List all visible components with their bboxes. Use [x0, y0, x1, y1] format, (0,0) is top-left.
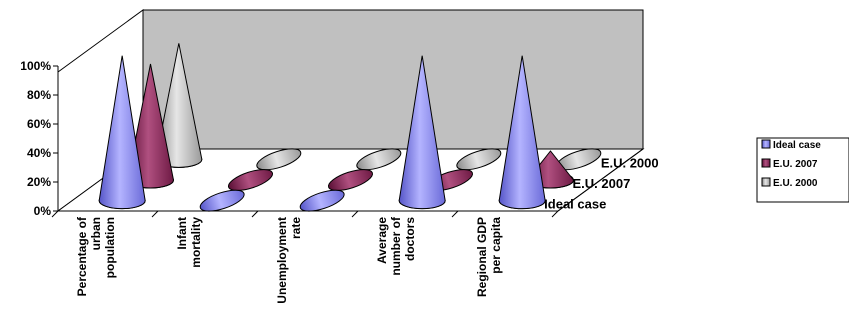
- y-tick-label: 80%: [27, 88, 51, 102]
- cone-ideal-case: [398, 55, 446, 210]
- x-category-label: Infantmortality: [175, 217, 203, 268]
- y-tick-label: 40%: [27, 146, 51, 160]
- depth-tick-label: E.U. 2007: [572, 176, 630, 191]
- x-axis-labels: Percentage ofurbanpopulation Infantmortal…: [51, 210, 559, 304]
- depth-tick-mark: [620, 158, 630, 166]
- legend-swatch: [761, 158, 771, 168]
- cone-body: [498, 55, 546, 210]
- depth-axis: Ideal case E.U. 2007 E.U. 2000: [544, 148, 659, 212]
- legend-swatch: [761, 139, 771, 149]
- legend-label: E.U. 2007: [773, 159, 818, 170]
- cone-ideal-case: [498, 55, 546, 210]
- cone-ideal-case: [98, 55, 146, 210]
- cone-body: [398, 55, 446, 210]
- x-tick-mark: [551, 210, 559, 218]
- back-wall: [142, 9, 644, 150]
- x-category-label: Unemploymentrate: [275, 217, 303, 304]
- legend-label: E.U. 2000: [773, 178, 818, 189]
- legend: Ideal case E.U. 2007 E.U. 2000: [756, 137, 849, 203]
- legend-box: [756, 137, 849, 203]
- depth-tick-label: Ideal case: [544, 197, 606, 212]
- x-tick-mark: [51, 210, 59, 218]
- y-tick-label: 20%: [27, 175, 51, 189]
- cone-ideal-case: [299, 189, 345, 212]
- legend-label: Ideal case: [773, 140, 821, 151]
- cone-body: [98, 55, 146, 210]
- x-category-label: Percentage ofurbanpopulation: [75, 216, 117, 296]
- y-tick-label: 100%: [20, 59, 51, 73]
- cone-ideal-case: [199, 189, 245, 212]
- cone-marks: [98, 43, 602, 212]
- x-tick-mark: [351, 210, 359, 218]
- depth-tick-mark: [592, 179, 601, 187]
- y-axis: 0% 20% 40% 60% 80% 100%: [20, 59, 59, 218]
- y-tick-label: 0%: [34, 204, 52, 218]
- cone-e-u-2007: [327, 169, 374, 191]
- depth-tick-label: E.U. 2000: [601, 155, 659, 170]
- legend-swatch: [761, 177, 771, 187]
- depth-tick-mark: [563, 200, 573, 208]
- cone-e-u-2000: [256, 148, 302, 171]
- cone-e-u-2000: [356, 148, 402, 171]
- x-tick-mark: [151, 210, 159, 218]
- x-tick-mark: [251, 210, 259, 218]
- x-tick-mark: [451, 210, 459, 218]
- x-category-label: Averagenumber ofdoctors: [375, 216, 417, 276]
- cone-e-u-2000: [456, 148, 502, 171]
- cone-e-u-2007: [227, 169, 274, 191]
- x-category-label: Regional GDPper capita: [475, 217, 503, 297]
- y-tick-label: 60%: [27, 117, 51, 131]
